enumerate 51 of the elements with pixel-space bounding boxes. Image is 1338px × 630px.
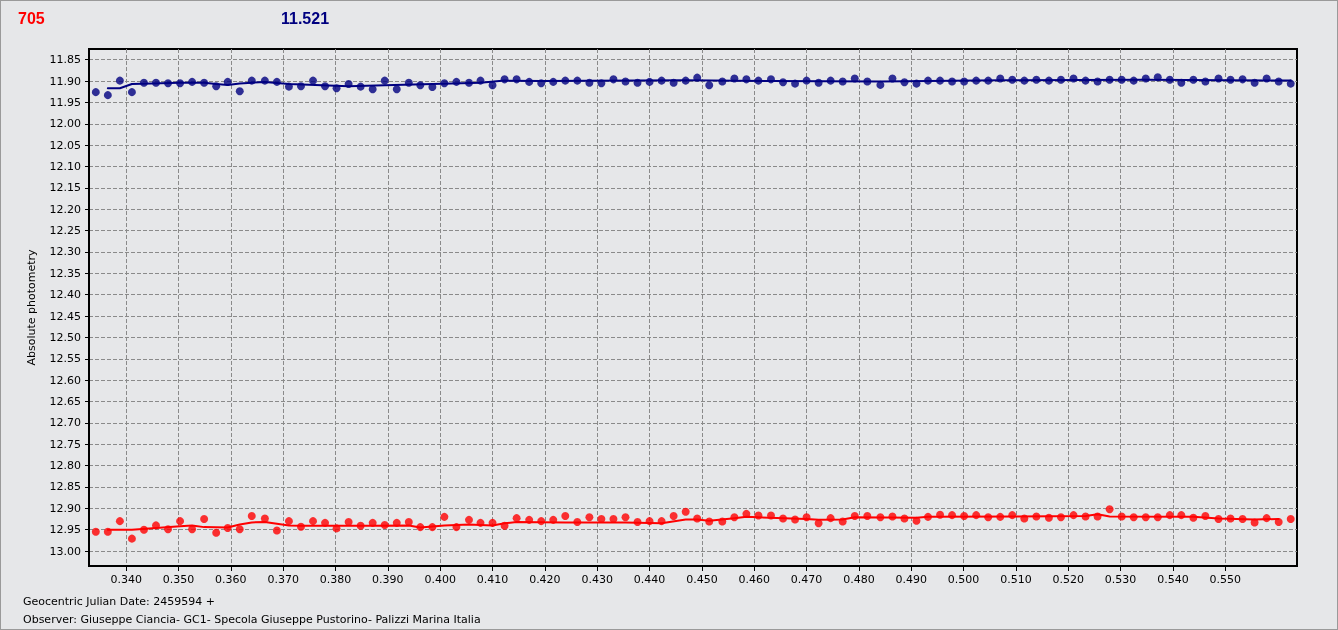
text: 11.521 <box>281 10 330 28</box>
x-tick-label: 0.410 <box>476 573 509 586</box>
x-tick-label: 0.430 <box>581 573 613 586</box>
y-tick-label: 12.75 <box>49 437 81 451</box>
x-tick-label: 0.520 <box>1052 573 1085 586</box>
y-tick-label: 12.65 <box>49 395 81 408</box>
y-tick-label: 12.30 <box>49 245 81 259</box>
y-tick-label: 12.25 <box>49 224 81 238</box>
x-tick-label: 0.530 <box>1104 573 1137 586</box>
x-tick-label: 0.510 <box>1000 573 1032 586</box>
y-axis-title: Absolute photometry <box>25 248 38 366</box>
y-tick-label: 12.70 <box>49 416 81 430</box>
text: Observer: Giuseppe Ciancia- GC1- Specola Giuseppe Pustorino- Palizzi Marina Italia <box>23 613 481 626</box>
y-tick-label: 12.35 <box>49 266 81 280</box>
y-tick-label: 12.85 <box>49 480 81 494</box>
x-tick-label: 0.470 <box>790 573 823 586</box>
x-tick-label: 0.360 <box>215 573 247 586</box>
x-tick-label: 0.420 <box>529 573 561 586</box>
y-tick-label: 12.00 <box>49 117 81 131</box>
x-tick-label: 0.450 <box>686 573 718 586</box>
x-tick-label: 0.500 <box>947 573 980 586</box>
y-tick-label: 12.20 <box>49 202 81 216</box>
x-axis-title: Geocentric Julian Date: 2459594 + <box>23 595 215 608</box>
y-tick-label: 12.90 <box>49 501 81 515</box>
x-tick-label: 0.480 <box>843 573 875 586</box>
x-tick-label: 0.370 <box>267 573 299 586</box>
x-tick-label: 0.440 <box>633 573 666 586</box>
y-tick-label: 12.40 <box>49 288 81 302</box>
text: 705 <box>18 10 45 28</box>
x-tick-label: 0.350 <box>162 573 195 586</box>
y-tick-label: 12.45 <box>49 309 81 323</box>
x-tick-label: 0.400 <box>424 573 456 586</box>
y-tick-label: 12.10 <box>49 160 81 173</box>
y-tick-label: 12.95 <box>49 523 81 537</box>
x-tick-label: 0.540 <box>1157 573 1189 586</box>
y-tick-label: 12.50 <box>49 330 81 344</box>
x-tick-label: 0.380 <box>319 573 352 586</box>
x-tick-label: 0.490 <box>895 573 928 586</box>
y-tick-label: 12.15 <box>49 181 81 195</box>
y-tick-label: 12.80 <box>49 459 81 473</box>
x-tick-label: 0.390 <box>372 573 404 586</box>
y-tick-label: 11.95 <box>49 95 81 109</box>
y-tick-label: 12.60 <box>49 373 81 387</box>
y-tick-label: 11.90 <box>49 74 81 88</box>
y-tick-label: 11.85 <box>49 53 81 67</box>
y-tick-label: 12.55 <box>49 352 81 366</box>
x-tick-label: 0.460 <box>738 573 770 586</box>
x-tick-label: 0.550 <box>1209 573 1242 586</box>
y-tick-label: 12.05 <box>49 138 81 152</box>
y-tick-label: 13.00 <box>49 544 81 558</box>
x-tick-label: 0.340 <box>110 573 142 586</box>
